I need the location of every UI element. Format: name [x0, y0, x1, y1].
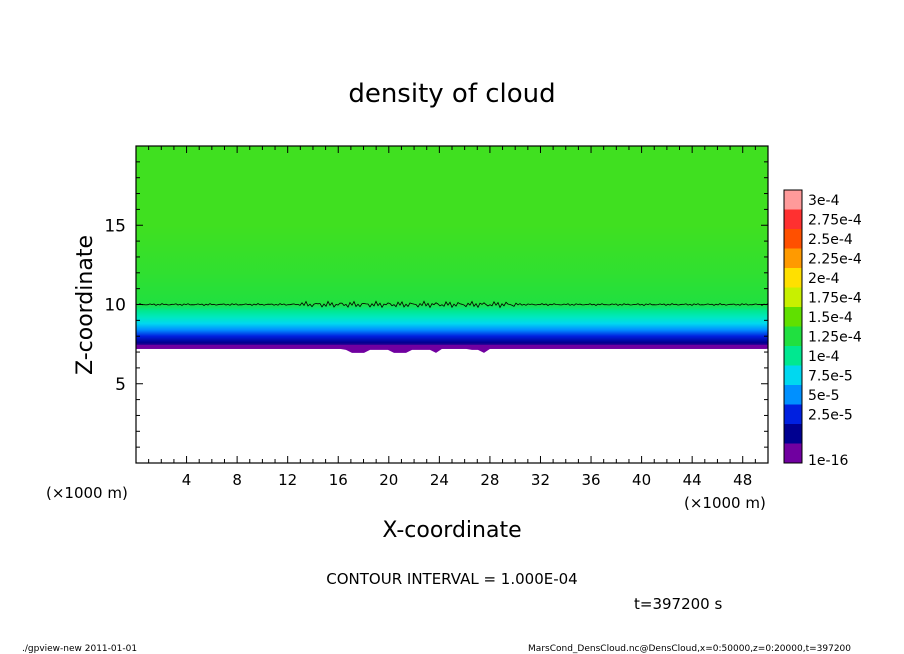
- density-field: [136, 146, 768, 349]
- x-tick-label: 28: [480, 471, 499, 489]
- colorbar-label: 2.5e-4: [808, 232, 853, 248]
- x-ticks: 4 8 12 16 20 24 28 32 36 40 44 48: [148, 146, 756, 489]
- x-unit-left: (×1000 m): [46, 484, 128, 502]
- colorbar-label: 2e-4: [808, 271, 840, 287]
- chart-title: density of cloud: [348, 79, 555, 109]
- colorbar: 3e-4 2.75e-4 2.5e-4 2.25e-4 2e-4 1.75e-4 1.5e-…: [783, 189, 862, 469]
- colorbar-segment: [784, 424, 802, 444]
- colorbar-segment: [784, 248, 802, 269]
- colorbar-segment: [784, 346, 802, 366]
- y-ticks: 5 10 15: [104, 161, 768, 448]
- colorbar-segment: [784, 268, 802, 288]
- colorbar-segment: [784, 365, 802, 386]
- colorbar-segment: [784, 287, 802, 308]
- colorbar-segment: [784, 443, 802, 464]
- colorbar-label: 5e-5: [808, 388, 839, 404]
- colorbar-segment: [784, 307, 802, 327]
- colorbar-label: 1.25e-4: [808, 329, 862, 345]
- colorbar-label: 1e-16: [808, 453, 848, 469]
- y-tick-label: 15: [104, 216, 126, 236]
- colorbar-segment: [784, 404, 802, 425]
- y-axis-label: Z-coordinate: [73, 235, 98, 375]
- footer-left: ./gpview-new 2011-01-01: [22, 644, 137, 654]
- x-axis-label: X-coordinate: [382, 518, 521, 543]
- colorbar-label: 1e-4: [808, 349, 840, 365]
- colorbar-segment: [784, 209, 802, 230]
- y-tick-label: 5: [115, 375, 126, 395]
- x-tick-label: 20: [379, 471, 398, 489]
- x-tick-label: 24: [430, 471, 449, 489]
- colorbar-label: 1.75e-4: [808, 290, 862, 306]
- x-tick-label: 44: [683, 471, 702, 489]
- colorbar-label: 2.5e-5: [808, 407, 853, 423]
- contour-line-1e-4: [136, 300, 768, 309]
- colorbar-label: 3e-4: [808, 193, 840, 209]
- colorbar-frame: [783, 189, 803, 464]
- x-tick-label: 36: [581, 471, 600, 489]
- x-tick-label: 4: [182, 471, 192, 489]
- footer-right: MarsCond_DensCloud.nc@DensCloud,x=0:5000…: [528, 644, 851, 654]
- x-tick-label: 16: [329, 471, 348, 489]
- colorbar-label: 2.75e-4: [808, 212, 862, 228]
- cloud-bottom-edge: [136, 344, 768, 353]
- time-label: t=397200 s: [634, 595, 722, 613]
- colorbar-segment: [784, 326, 802, 347]
- colorbar-segment: [784, 385, 802, 405]
- x-tick-label: 12: [278, 471, 297, 489]
- y-tick-label: 10: [104, 296, 126, 316]
- x-tick-label: 32: [531, 471, 550, 489]
- contour-interval: CONTOUR INTERVAL = 1.000E-04: [326, 570, 577, 588]
- colorbar-label: 2.25e-4: [808, 251, 862, 267]
- colorbar-segment: [784, 190, 802, 210]
- colorbar-label: 7.5e-5: [808, 368, 853, 384]
- colorbar-segment: [784, 229, 802, 249]
- x-tick-label: 40: [632, 471, 651, 489]
- x-tick-label: 8: [232, 471, 242, 489]
- colorbar-label: 1.5e-4: [808, 310, 853, 326]
- x-unit-right: (×1000 m): [684, 494, 766, 512]
- x-tick-label: 48: [733, 471, 752, 489]
